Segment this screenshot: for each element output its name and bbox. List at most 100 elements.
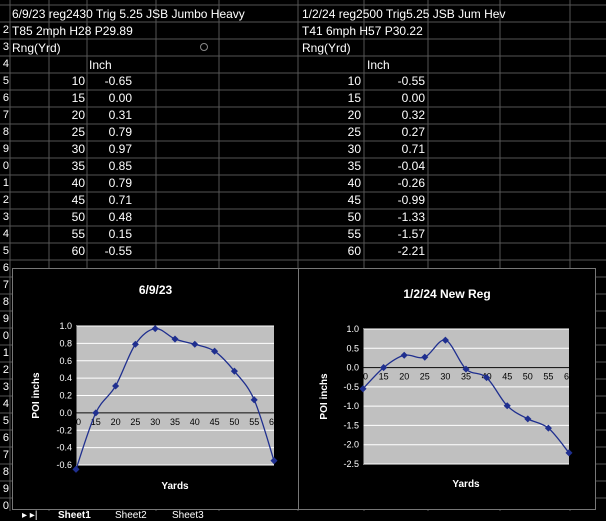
range-cell[interactable]: 40 — [71, 176, 85, 190]
inch-cell[interactable]: 0.97 — [108, 142, 132, 156]
range-cell[interactable]: 25 — [347, 125, 361, 139]
row-number[interactable]: 5 — [2, 245, 9, 257]
inch-cell[interactable]: 0.79 — [108, 176, 132, 190]
chart-plot: 1.0 0.5 0.0 -0.5 -1.0 -1.5 -2.0 -2.5 10 15 20 25 30 3… — [319, 324, 574, 490]
row-number[interactable]: 1 — [2, 177, 9, 189]
range-cell[interactable]: 45 — [347, 193, 361, 207]
left-header-2[interactable]: T85 2mph H28 P29.89 — [12, 24, 133, 38]
y-tick-label: 0.5 — [346, 343, 359, 353]
chart-1-2-24[interactable]: 1/2/24 New Reg 1.0 0.5 0.0 -0.5 -1.0 -1.5 -2.0… — [298, 268, 596, 510]
row-number[interactable]: 3 — [2, 211, 9, 223]
inch-cell[interactable]: -1.33 — [397, 210, 425, 224]
row-number[interactable]: 7 — [2, 279, 9, 291]
right-range-label[interactable]: Rng(Yrd) — [302, 41, 351, 55]
y-tick-label: 1.0 — [59, 321, 72, 331]
range-cell[interactable]: 60 — [347, 244, 361, 258]
inch-cell[interactable]: -2.21 — [397, 244, 425, 258]
range-cell[interactable]: 40 — [347, 176, 361, 190]
tab-sheet2[interactable]: Sheet2 — [115, 510, 147, 521]
row-number[interactable]: 9 — [2, 313, 9, 325]
row-number[interactable]: 5 — [2, 415, 9, 427]
y-tick-label: 0.0 — [59, 408, 72, 418]
row-number[interactable]: 7 — [2, 449, 9, 461]
tab-nav-arrows[interactable]: ▸ ▸| — [22, 510, 38, 521]
row-number[interactable]: 1 — [2, 347, 9, 359]
chart-6-9-23[interactable]: 6/9/23 1.0 0.8 0.6 0.4 0.2 0.0 -0.2 -0.4 -0.6 10 1… — [12, 268, 299, 510]
inch-cell[interactable]: 0.32 — [401, 108, 425, 122]
inch-cell[interactable]: 0.79 — [108, 125, 132, 139]
range-cell[interactable]: 60 — [71, 244, 85, 258]
row-number[interactable]: 4 — [2, 398, 9, 410]
x-tick-label: 60 — [564, 372, 574, 382]
inch-cell[interactable]: -0.26 — [397, 176, 425, 190]
x-tick-label: 30 — [440, 372, 450, 382]
range-cell[interactable]: 20 — [71, 108, 85, 122]
inch-cell[interactable]: 0.71 — [108, 193, 132, 207]
row-number[interactable]: 8 — [2, 126, 9, 138]
data-point — [211, 347, 219, 355]
range-cell[interactable]: 35 — [347, 159, 361, 173]
inch-cell[interactable]: 0.27 — [401, 125, 425, 139]
range-cell[interactable]: 55 — [71, 227, 85, 241]
left-range-label[interactable]: Rng(Yrd) — [12, 41, 61, 55]
row-number[interactable]: 2 — [2, 364, 9, 376]
range-cell[interactable]: 30 — [71, 142, 85, 156]
row-number[interactable]: 6 — [2, 262, 9, 274]
inch-cell[interactable]: 0.71 — [401, 142, 425, 156]
right-header-2[interactable]: T41 6mph H57 P30.22 — [302, 24, 423, 38]
row-number[interactable]: 0 — [2, 330, 9, 342]
inch-cell[interactable]: -0.55 — [397, 74, 425, 88]
inch-cell[interactable]: -1.57 — [397, 227, 425, 241]
range-cell[interactable]: 55 — [347, 227, 361, 241]
row-number[interactable]: 6 — [2, 92, 9, 104]
inch-cell[interactable]: 0.85 — [108, 159, 132, 173]
cell-cursor-icon — [200, 43, 208, 51]
inch-cell[interactable]: 0.48 — [108, 210, 132, 224]
row-number[interactable]: 2 — [2, 24, 9, 36]
range-cell[interactable]: 15 — [347, 91, 361, 105]
row-number[interactable]: 6 — [2, 432, 9, 444]
range-cell[interactable]: 10 — [347, 74, 361, 88]
range-cell[interactable]: 50 — [71, 210, 85, 224]
row-number[interactable]: 9 — [2, 483, 9, 495]
inch-cell[interactable]: 0.15 — [108, 227, 132, 241]
range-cell[interactable]: 15 — [71, 91, 85, 105]
y-tick-label: -2.5 — [343, 459, 359, 469]
inch-cell[interactable]: -0.04 — [397, 159, 425, 173]
inch-cell[interactable]: 0.00 — [401, 91, 425, 105]
range-cell[interactable]: 45 — [71, 193, 85, 207]
tab-sheet1[interactable]: Sheet1 — [58, 510, 91, 521]
row-number[interactable]: 7 — [2, 109, 9, 121]
row-number[interactable]: 2 — [2, 194, 9, 206]
left-inch-label[interactable]: Inch — [89, 58, 112, 72]
row-number[interactable]: 8 — [2, 296, 9, 308]
right-inch-label[interactable]: Inch — [367, 58, 390, 72]
row-number[interactable]: 8 — [2, 466, 9, 478]
inch-cell[interactable]: -0.55 — [104, 244, 132, 258]
range-cell[interactable]: 10 — [71, 74, 85, 88]
row-number[interactable]: 4 — [2, 58, 9, 70]
inch-cell[interactable]: -0.99 — [397, 193, 425, 207]
range-cell[interactable]: 50 — [347, 210, 361, 224]
row-number[interactable]: 5 — [2, 75, 9, 87]
range-cell[interactable]: 30 — [347, 142, 361, 156]
data-point — [230, 367, 238, 375]
row-number[interactable]: 3 — [2, 41, 9, 53]
y-tick-label: -2.0 — [343, 440, 359, 450]
row-number[interactable]: 0 — [2, 160, 9, 172]
x-tick-label: 35 — [170, 417, 180, 427]
inch-cell[interactable]: 0.31 — [108, 108, 132, 122]
left-header-1[interactable]: 6/9/23 reg2430 Trig 5.25 JSB Jumbo Heavy — [12, 7, 245, 21]
row-number[interactable]: 4 — [2, 228, 9, 240]
inch-cell[interactable]: 0.00 — [108, 91, 132, 105]
range-cell[interactable]: 20 — [347, 108, 361, 122]
row-number[interactable]: 0 — [2, 500, 9, 512]
data-point — [524, 415, 532, 423]
inch-cell[interactable]: -0.65 — [104, 74, 132, 88]
right-header-1[interactable]: 1/2/24 reg2500 Trig5.25 JSB Jum Hev — [302, 7, 506, 21]
tab-sheet3[interactable]: Sheet3 — [172, 510, 204, 521]
row-number[interactable]: 3 — [2, 381, 9, 393]
range-cell[interactable]: 35 — [71, 159, 85, 173]
range-cell[interactable]: 25 — [71, 125, 85, 139]
row-number[interactable]: 9 — [2, 143, 9, 155]
